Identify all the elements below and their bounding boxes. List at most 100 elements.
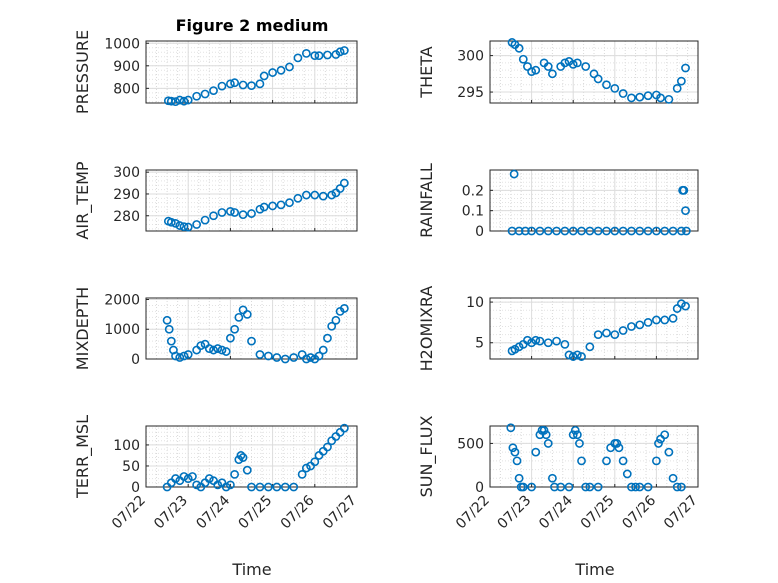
data-point	[627, 482, 636, 492]
data-point	[681, 63, 690, 73]
data-point	[164, 324, 174, 334]
y-axis-label: SUN_FLUX	[417, 416, 437, 498]
data-point	[200, 215, 210, 225]
y-tick-label: 300	[457, 49, 484, 65]
data-point	[518, 54, 528, 64]
x-axis-label-right: Time	[574, 560, 614, 579]
data-point	[593, 482, 603, 492]
data-point	[676, 482, 686, 492]
data-point	[572, 350, 582, 360]
data-point	[204, 344, 214, 353]
data-point	[593, 74, 603, 84]
data-point	[183, 350, 193, 359]
data-point	[188, 472, 197, 481]
data-point	[234, 455, 244, 465]
data-point	[225, 206, 235, 216]
data-point	[635, 482, 645, 492]
data-point	[556, 482, 566, 492]
data-point	[509, 169, 519, 179]
data-point	[166, 217, 176, 227]
data-point	[318, 345, 328, 355]
data-point	[310, 51, 320, 61]
data-point	[635, 92, 645, 102]
data-point	[631, 482, 640, 492]
data-point	[610, 84, 620, 93]
data-point	[539, 425, 549, 435]
y-tick-label: 0	[131, 352, 140, 368]
y-tick-label: 800	[113, 81, 140, 97]
data-point	[627, 93, 636, 103]
data-point	[679, 185, 689, 195]
y-tick-label: 0.2	[462, 183, 484, 199]
y-axis-label: AIR_TEMP	[73, 161, 93, 239]
data-point	[318, 191, 328, 201]
data-point	[676, 76, 686, 86]
data-point	[560, 58, 570, 68]
data-point	[192, 480, 202, 490]
data-point	[310, 457, 320, 467]
data-point	[656, 93, 665, 103]
data-point	[213, 480, 223, 490]
axes-box	[145, 425, 358, 488]
data-point	[166, 96, 176, 106]
data-point	[610, 330, 620, 339]
data-point	[585, 482, 595, 492]
data-point	[643, 91, 653, 101]
data-point	[247, 482, 256, 492]
data-point	[339, 423, 349, 433]
data-point	[217, 345, 227, 355]
data-point	[230, 324, 240, 334]
data-point	[259, 71, 269, 81]
data-point	[585, 342, 595, 352]
y-axis-label: THETA	[417, 46, 436, 98]
data-point	[572, 58, 582, 68]
data-point	[331, 315, 341, 325]
data-point	[192, 91, 202, 101]
x-axis-label-left: Time	[231, 560, 271, 579]
data-point	[268, 201, 277, 211]
subplot-5: 0 1000 2000 MIXDEPTH	[73, 287, 358, 370]
data-point	[225, 480, 235, 490]
data-point	[268, 68, 277, 77]
data-point	[602, 226, 611, 236]
data-point	[217, 208, 227, 217]
data-point	[166, 336, 176, 346]
data-point	[171, 97, 180, 107]
data-point	[523, 62, 532, 71]
y-tick-label: 2000	[104, 292, 140, 308]
data-point	[589, 69, 599, 79]
data-point	[225, 333, 235, 343]
data-point	[560, 226, 570, 236]
y-tick-label: 1000	[104, 36, 140, 52]
data-point	[183, 222, 193, 232]
data-point	[681, 226, 691, 236]
data-point	[552, 226, 561, 236]
subplot-3: 280 290 300 AIR_TEMP	[73, 161, 358, 240]
data-point	[593, 330, 603, 339]
axes-box	[145, 40, 358, 104]
data-point	[314, 51, 324, 61]
data-point	[213, 344, 223, 353]
y-tick-label: 0	[131, 480, 140, 496]
y-axis-label: MIXDEPTH	[73, 287, 92, 370]
data-point	[314, 351, 324, 361]
data-point	[572, 430, 582, 440]
y-tick-label: 1000	[104, 322, 140, 338]
data-point	[276, 200, 286, 210]
data-point	[548, 69, 557, 79]
data-point	[204, 474, 214, 483]
data-point	[289, 353, 299, 362]
data-point	[280, 482, 290, 492]
data-point	[627, 226, 636, 236]
data-point	[635, 226, 645, 236]
data-point	[221, 482, 231, 492]
data-point	[618, 456, 628, 466]
data-point	[676, 226, 686, 236]
data-point	[550, 482, 559, 492]
data-point	[535, 226, 545, 236]
data-point	[162, 315, 172, 325]
data-point	[543, 338, 553, 348]
data-point	[171, 474, 180, 483]
